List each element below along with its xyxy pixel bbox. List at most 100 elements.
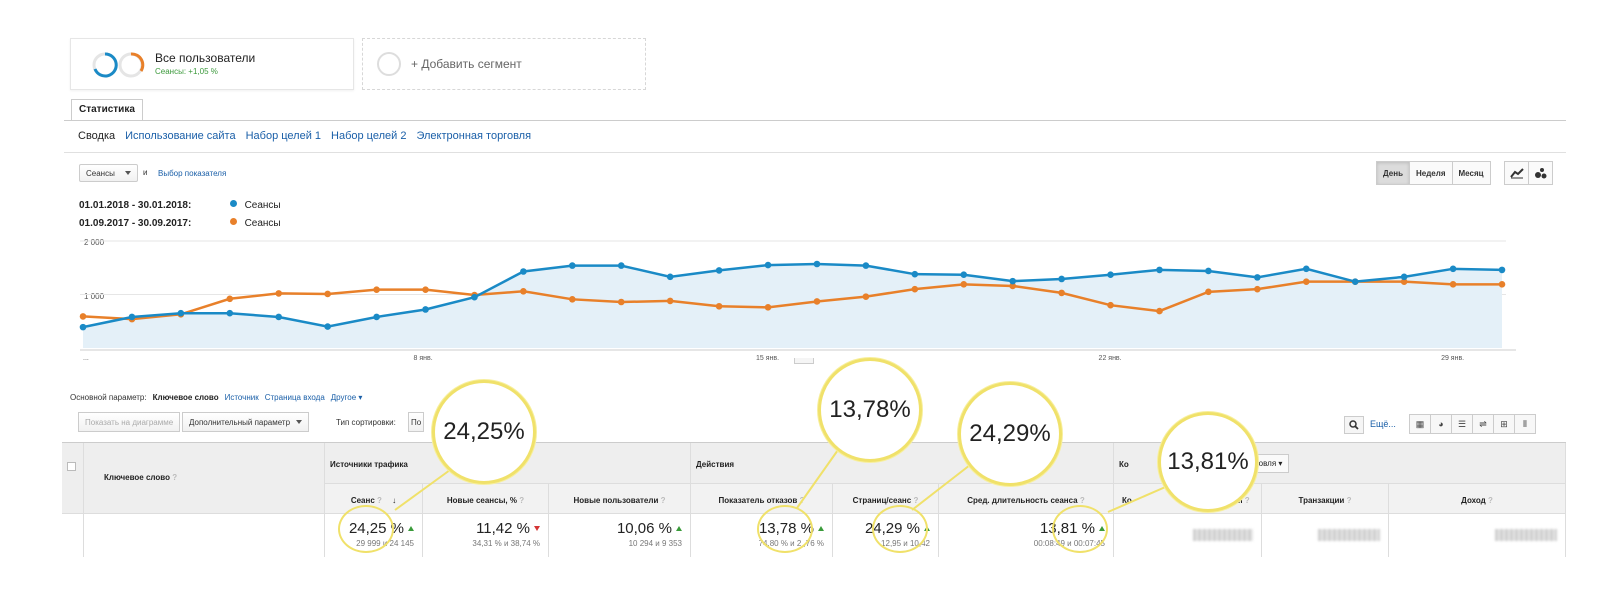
data-point[interactable] [79,323,87,331]
legend-dot-orange [229,218,237,225]
data-point[interactable] [666,297,674,305]
data-point[interactable] [1058,275,1065,283]
col-transactions[interactable]: Транзакции ? [1262,483,1389,513]
data-point[interactable] [1449,281,1457,288]
data-point[interactable] [1107,271,1114,279]
data-point[interactable] [1254,274,1261,281]
data-point[interactable] [764,261,772,269]
col-bounce-rate[interactable]: Показатель отказов ? [691,483,833,513]
col-new-users[interactable]: Новые пользователи ? [549,483,691,513]
data-point[interactable] [177,309,185,317]
data-point[interactable] [275,313,283,321]
data-point[interactable] [1205,288,1212,296]
data-point[interactable] [275,290,283,297]
data-point[interactable] [226,309,234,317]
subnav-goal-set-1[interactable]: Набор целей 1 [245,130,322,142]
subnav-summary[interactable]: Сводка [78,130,116,142]
data-point[interactable] [324,323,331,330]
data-point[interactable] [911,285,919,293]
secondary-dimension-select[interactable]: Дополнительный параметр [182,412,310,432]
data-point[interactable] [862,293,870,300]
highlight-ring [338,505,394,553]
data-point[interactable] [1302,278,1310,285]
advanced-more-link[interactable]: Ещё... [1370,419,1396,429]
data-point[interactable] [79,313,87,320]
dimension-landing-page-link[interactable]: Страница входа [264,393,325,402]
search-button[interactable] [1344,416,1364,434]
cell-conversion-rate-blurred [1114,513,1262,557]
data-point[interactable] [128,313,136,321]
and-label: и [143,168,148,177]
dimension-source-link[interactable]: Источник [224,393,259,402]
tab-statistics[interactable]: Статистика [71,99,143,121]
col-revenue[interactable]: Доход ? [1389,483,1566,513]
data-point[interactable] [1009,282,1016,290]
data-point[interactable] [471,293,478,301]
col-new-sessions[interactable]: Новые сеансы, % ? [423,483,549,513]
data-point[interactable] [1156,266,1163,274]
range-day-button[interactable]: День [1376,161,1410,185]
key-column-header[interactable]: Ключевое слово ? [84,443,325,513]
data-point[interactable] [960,271,968,279]
subnav-ecommerce[interactable]: Электронная торговля [416,130,532,142]
data-point[interactable] [226,295,234,303]
add-segment-button[interactable]: + Добавить сегмент [362,38,646,90]
data-point[interactable] [422,306,429,313]
data-point[interactable] [373,286,380,293]
data-point[interactable] [911,270,919,278]
data-point[interactable] [1449,265,1457,273]
data-point[interactable] [1351,278,1359,285]
segment-all-users[interactable]: Все пользователи Сеансы: +1,05 % [70,38,354,90]
data-point[interactable] [764,304,772,311]
motion-chart-view-button[interactable] [1528,161,1553,185]
comparison-view-icon[interactable]: ⇌ [1472,414,1494,434]
data-point[interactable] [569,296,576,303]
data-point[interactable] [715,267,723,274]
dimension-other-link[interactable]: Другое ▾ [330,393,363,402]
data-point[interactable] [1254,285,1261,293]
data-point[interactable] [813,298,821,305]
data-point[interactable] [1498,266,1506,274]
data-point[interactable] [862,262,870,269]
data-point[interactable] [813,260,821,268]
data-point[interactable] [1058,289,1065,297]
data-point[interactable] [960,281,968,288]
data-point[interactable] [1400,278,1408,285]
data-point[interactable] [617,262,625,269]
data-point[interactable] [1009,277,1016,285]
line-chart-view-button[interactable] [1504,161,1529,185]
chart-resize-handle[interactable] [794,358,814,364]
data-point[interactable] [1498,281,1506,288]
data-point[interactable] [1205,267,1212,275]
metric-select[interactable]: Сеансы [79,164,138,182]
data-point[interactable] [715,302,723,310]
pick-metric-link[interactable]: Выбор показателя [158,169,227,178]
chevron-down-icon [125,171,131,175]
data-point[interactable] [666,273,674,281]
sessions-line-chart[interactable] [79,236,1554,366]
data-point[interactable] [520,268,527,275]
subnav-site-usage[interactable]: Использование сайта [125,130,236,142]
sort-type-select[interactable]: По [408,412,424,432]
data-point[interactable] [1107,301,1114,309]
subnav-goal-set-2[interactable]: Набор целей 2 [331,130,407,142]
data-point[interactable] [1302,265,1310,273]
data-point[interactable] [373,313,380,321]
data-point[interactable] [1400,273,1408,281]
performance-view-icon[interactable]: ☰ [1451,414,1473,434]
range-month-button[interactable]: Месяц [1451,161,1491,185]
data-point[interactable] [520,287,527,295]
data-point[interactable] [617,298,625,306]
plot-rows-button[interactable]: Показать на диаграмме [78,412,181,432]
data-point[interactable] [422,286,429,293]
data-point[interactable] [324,290,331,298]
range-week-button[interactable]: Неделя [1409,161,1453,185]
term-cloud-view-icon[interactable]: ⊞ [1493,414,1515,434]
data-point[interactable] [1156,307,1163,315]
select-all-checkbox[interactable] [67,462,76,471]
data-point[interactable] [569,262,576,269]
legend-dot-blue [229,200,237,207]
data-table-view-icon[interactable]: ▦ [1409,414,1431,434]
pie-view-icon[interactable]: ◕ [1430,414,1452,434]
pivot-view-icon[interactable]: ⦀ [1514,414,1536,434]
